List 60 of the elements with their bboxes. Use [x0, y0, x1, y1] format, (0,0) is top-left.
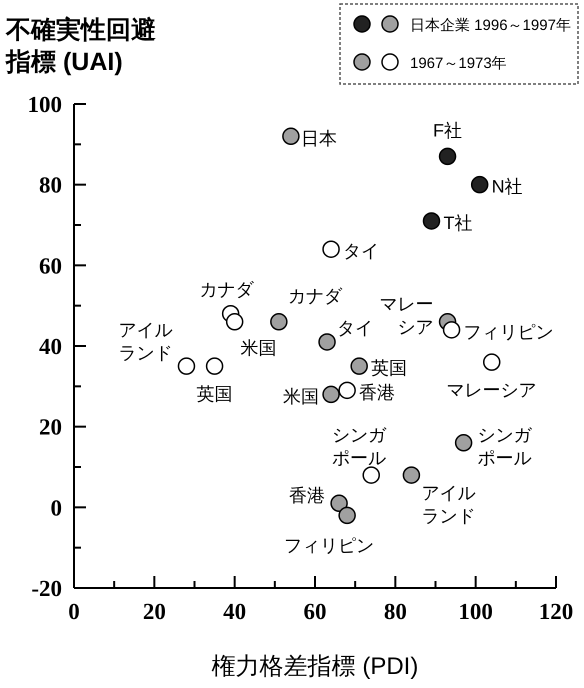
- annotation: カナダ: [200, 280, 255, 300]
- y-tick-label: 0: [50, 495, 62, 520]
- annotation: 香港: [289, 485, 326, 506]
- y-tick-label: 20: [39, 414, 62, 440]
- annotation: フィリピン: [284, 535, 374, 556]
- point: [226, 313, 244, 331]
- point: [322, 386, 340, 404]
- annotation: アイルランド: [118, 320, 172, 364]
- point: [206, 357, 224, 375]
- point: [442, 321, 460, 339]
- point: [482, 353, 500, 371]
- point: [322, 240, 340, 258]
- point: [402, 466, 420, 484]
- point: [282, 128, 300, 146]
- annotation: F社: [433, 120, 462, 140]
- point: [318, 333, 336, 351]
- y-tick-label: -20: [31, 576, 62, 601]
- x-tick-label: 120: [538, 599, 574, 624]
- x-tick-label: 60: [304, 599, 326, 624]
- point: [338, 382, 356, 400]
- point: [454, 434, 472, 452]
- x-tick-label: 0: [68, 599, 80, 624]
- point: [470, 176, 488, 194]
- annotation: T社: [443, 212, 472, 233]
- annotation: N社: [492, 176, 523, 197]
- x-tick-label: 40: [223, 599, 246, 624]
- point: [178, 357, 196, 375]
- x-tick-label: 80: [384, 599, 407, 624]
- annotation: マレーシア: [446, 380, 537, 400]
- annotation: シンガポール: [478, 424, 533, 468]
- annotation: 香港: [359, 382, 396, 402]
- point: [350, 357, 368, 375]
- y-tick-label: 40: [39, 334, 62, 359]
- x-tick-label: 100: [458, 599, 493, 624]
- y-tick-label: 60: [39, 253, 62, 278]
- annotation: 米国: [283, 386, 320, 406]
- point: [362, 466, 380, 484]
- legend-label: 1967～1973年: [410, 55, 507, 72]
- y-tick-label: 80: [39, 172, 62, 198]
- point: [438, 148, 456, 166]
- annotation: 英国: [196, 384, 233, 404]
- point: [422, 212, 440, 230]
- point: [338, 506, 356, 524]
- y-axis-title: 不確実性回避指標 (UAI): [5, 16, 156, 76]
- annotation: アイルランド: [421, 483, 476, 526]
- point: [330, 494, 348, 512]
- y-tick-label: 100: [28, 92, 62, 117]
- point: [270, 313, 288, 331]
- annotation: カナダ: [288, 286, 343, 306]
- annotation: フィリピン: [464, 322, 554, 342]
- annotation: 日本: [300, 128, 337, 148]
- annotation: 英国: [371, 358, 408, 378]
- legend-label: 日本企業 1996～1997年: [410, 17, 571, 34]
- annotation: 米国: [240, 338, 277, 358]
- annotation: タイ: [337, 318, 374, 338]
- annotation: タイ: [343, 241, 380, 262]
- annotation: シンガポール: [332, 425, 388, 468]
- x-tick-label: 20: [142, 599, 166, 624]
- x-axis-title: 権力格差指標 (PDI): [212, 653, 418, 680]
- annotation: マレーシア: [380, 294, 434, 337]
